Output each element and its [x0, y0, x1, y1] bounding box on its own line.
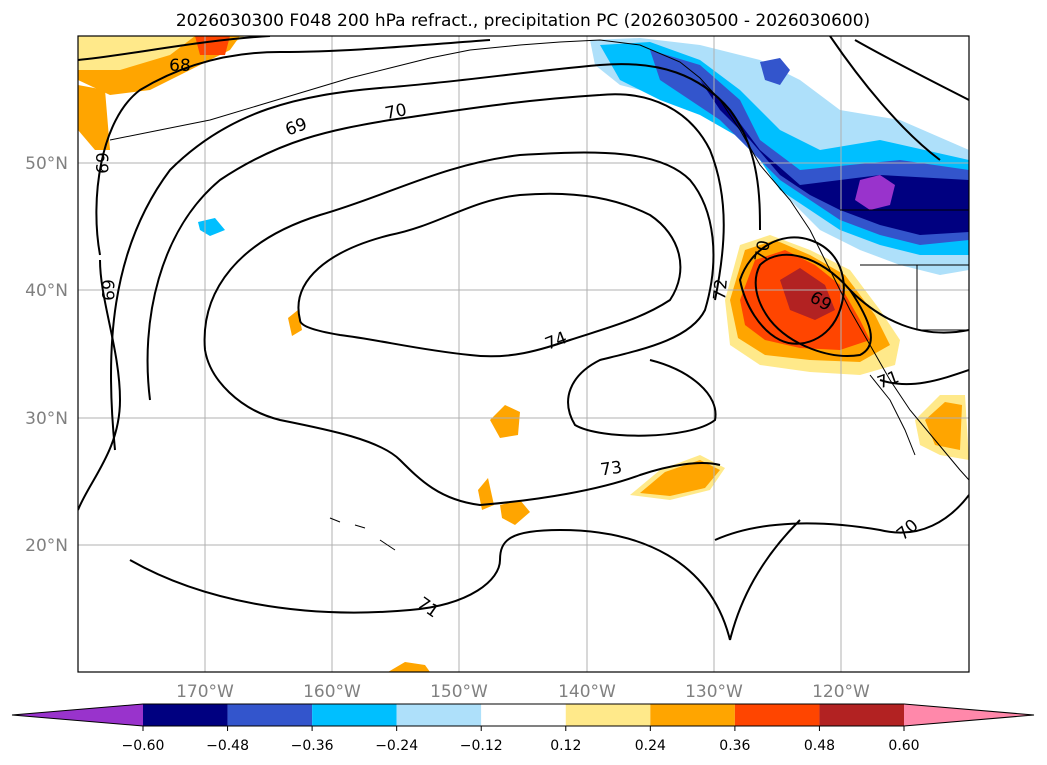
us-mexico-coast: [809, 229, 969, 481]
refractivity-contours: [78, 36, 969, 641]
colorbar-tick-label: 0.48: [804, 738, 835, 754]
longitude-labels: 170°W 160°W 150°W 140°W 130°W 120°W: [176, 682, 870, 702]
colorbar-box: [481, 704, 566, 726]
contour-label-73: 73: [599, 458, 623, 481]
map-panel: 68 69 70 69 69 74 73 72 70 69 71 70 71: [77, 35, 970, 673]
colorbar-extend-low: [12, 704, 143, 726]
colorbar-box: [650, 704, 735, 726]
precip-pos-area-14: [478, 478, 494, 510]
precip-pos-core: [780, 268, 835, 320]
precip-neg-area-4: [700, 80, 969, 235]
coastlines: [109, 39, 969, 551]
contour-69-closed: [738, 236, 845, 345]
colorbar-box: [143, 704, 228, 726]
contour-east-top: [829, 36, 969, 161]
precip-pos-area-11: [925, 402, 962, 450]
precip-pos-area-12: [490, 405, 520, 438]
colorbar-box: [396, 704, 482, 726]
lat-label-50n: 50°N: [25, 154, 68, 174]
colorbar-box: [312, 704, 397, 726]
precip-pos-area-4: [78, 85, 110, 150]
colorbar: −0.60 −0.48 −0.36 −0.24 −0.12 0.12 0.24 0.36 0.4…: [11, 703, 1035, 754]
contour-label-68: 68: [169, 56, 191, 76]
contour-73: [203, 151, 721, 507]
contour-69: [78, 36, 491, 256]
contour-label-72: 72: [710, 278, 732, 301]
colorbar-box: [734, 704, 820, 726]
contour-label-69-b: 69: [91, 152, 111, 174]
colorbar-tick-label: 0.24: [635, 738, 666, 754]
contour-label-70-a: 70: [383, 100, 408, 124]
graticule: [78, 36, 969, 672]
precip-neg-core: [855, 175, 895, 210]
contour-71-south: [78, 259, 801, 641]
aleutian-islands: [109, 49, 471, 141]
contour-label-70-b: 70: [751, 239, 774, 264]
colorbar-tick-label: −0.60: [122, 738, 165, 754]
colorbar-extend-high: [904, 704, 1034, 726]
latitude-labels: 50°N 40°N 30°N 20°N: [25, 154, 68, 556]
colorbar-tick-label: 0.60: [888, 738, 919, 754]
alaska-canada-coast: [469, 39, 811, 231]
contour-70-south: [714, 494, 969, 541]
contour-east-mid: [849, 289, 969, 386]
colorbar-box: [819, 704, 904, 726]
colorbar-tick-label: −0.24: [375, 738, 418, 754]
precip-pos-area-3: [195, 36, 230, 55]
contour-71: [109, 63, 761, 451]
precip-pos-area-16: [388, 662, 430, 672]
map-frame: [77, 35, 970, 673]
colorbar-tick-label: 0.12: [550, 738, 581, 754]
hawaii: [329, 517, 396, 551]
colorbar-tick-label: 0.36: [719, 738, 750, 754]
precip-pos-area-9: [640, 460, 720, 496]
lat-label-30n: 30°N: [25, 409, 68, 429]
contour-74: [297, 192, 682, 358]
lon-label-170w: 170°W: [176, 682, 234, 702]
colorbar-tick-label: −0.36: [291, 738, 334, 754]
precip-neg-area-5: [760, 58, 790, 85]
contour-70-closed: [754, 253, 872, 357]
figure-title: 2026030300 F048 200 hPa refract., precip…: [176, 11, 870, 31]
contour-label-69-c: 69: [97, 279, 117, 301]
precip-fields: [78, 36, 969, 672]
colorbar-tick-label: −0.48: [206, 738, 249, 754]
lon-label-150w: 150°W: [430, 682, 488, 702]
baja-california-coast: [869, 374, 916, 456]
precip-pos-area-13: [500, 500, 530, 525]
lon-label-130w: 130°W: [685, 682, 743, 702]
colorbar-box: [227, 704, 313, 726]
lon-label-140w: 140°W: [558, 682, 616, 702]
lat-label-40n: 40°N: [25, 281, 68, 301]
lon-label-160w: 160°W: [303, 682, 361, 702]
colorbar-box: [565, 704, 651, 726]
colorbar-tick-label: −0.12: [460, 738, 503, 754]
lat-label-20n: 20°N: [25, 536, 68, 556]
lon-label-120w: 120°W: [812, 682, 870, 702]
contour-72: [146, 93, 725, 401]
